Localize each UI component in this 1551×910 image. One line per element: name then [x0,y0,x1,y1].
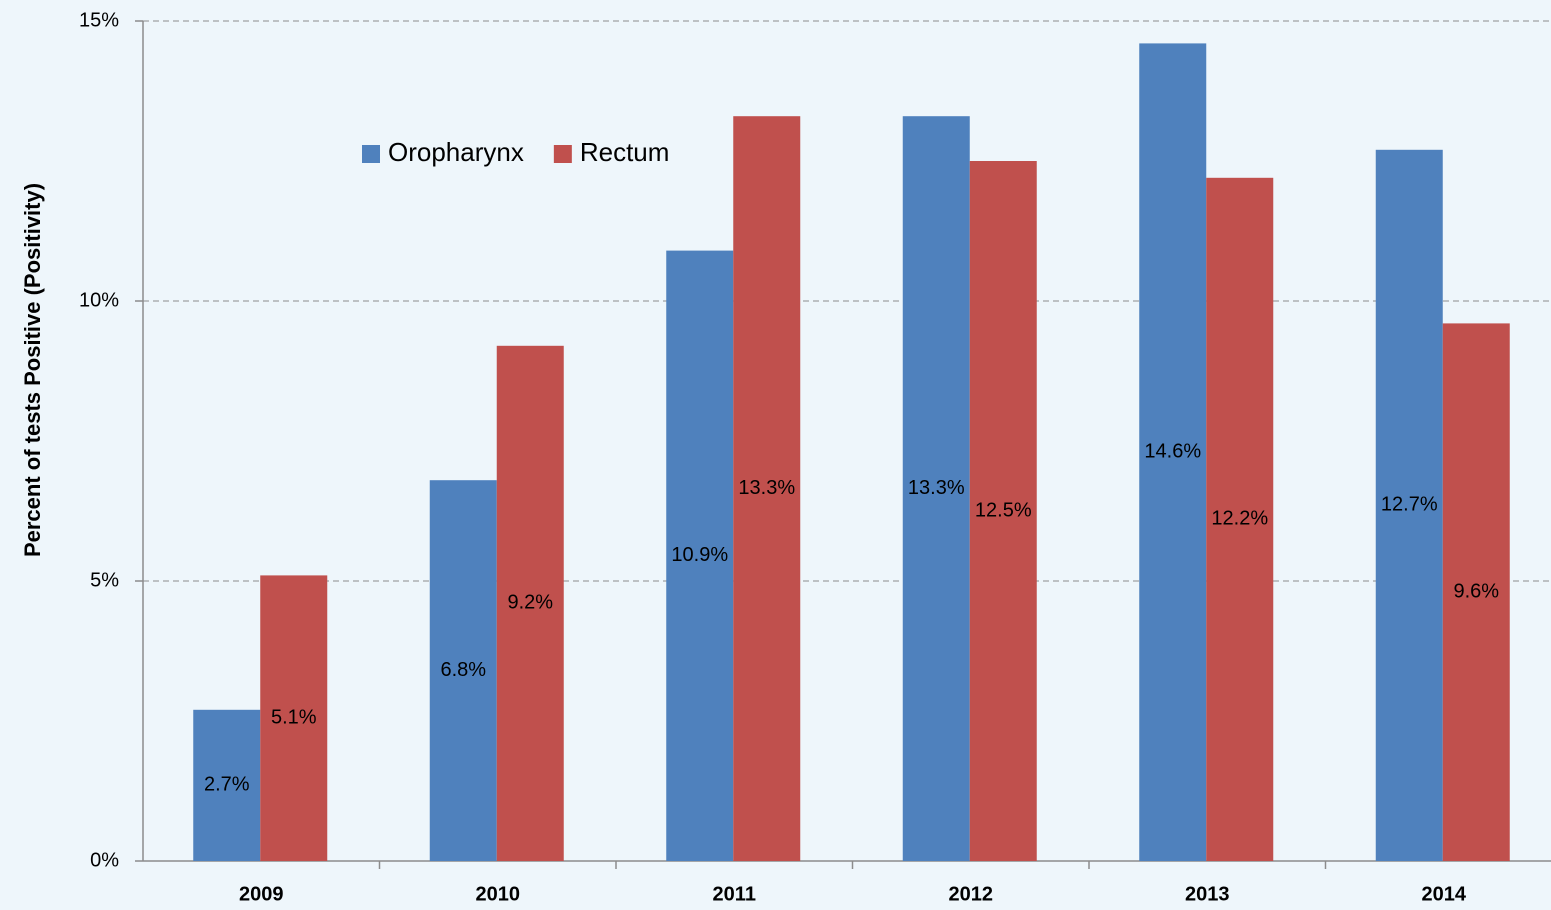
x-tick-label: 2011 [713,883,756,905]
data-label: 13.3% [908,477,965,499]
data-label: 13.3% [738,477,795,499]
x-tick-label: 2013 [1185,883,1230,905]
y-tick-label: 10% [79,289,119,311]
y-tick-label: 0% [90,849,119,871]
data-label: 5.1% [271,706,317,728]
legend-swatch [362,145,380,163]
x-tick-label: 2012 [949,883,994,905]
data-label: 9.2% [507,592,553,614]
data-label: 2.7% [204,774,250,796]
bar [666,250,734,862]
legend-swatch [553,145,572,163]
data-label: 14.6% [1144,440,1201,462]
y-tick-label: 5% [90,569,119,591]
bar [1375,149,1443,862]
x-tick-label: 2010 [476,883,521,905]
legend-label: Rectum [580,137,670,167]
bar [1442,323,1510,861]
bar [496,345,564,861]
y-tick-label: 15% [79,9,119,31]
bar [193,709,261,861]
data-label: 6.8% [440,659,486,681]
bar [902,116,970,861]
y-axis-label: Percent of tests Positive (Positivity) [20,183,45,557]
data-label: 12.2% [1211,508,1268,530]
bar [733,116,801,861]
bar [429,480,497,861]
bar [969,161,1037,861]
x-tick-label: 2014 [1422,883,1467,905]
bar [1206,177,1274,862]
x-tick-label: 2009 [239,883,284,905]
data-label: 12.7% [1381,494,1438,516]
bar [1139,43,1207,861]
data-label: 12.5% [975,499,1032,521]
data-label: 9.6% [1453,580,1499,602]
data-label: 10.9% [671,544,728,566]
bar [260,575,328,861]
legend-label: Oropharynx [388,137,524,167]
